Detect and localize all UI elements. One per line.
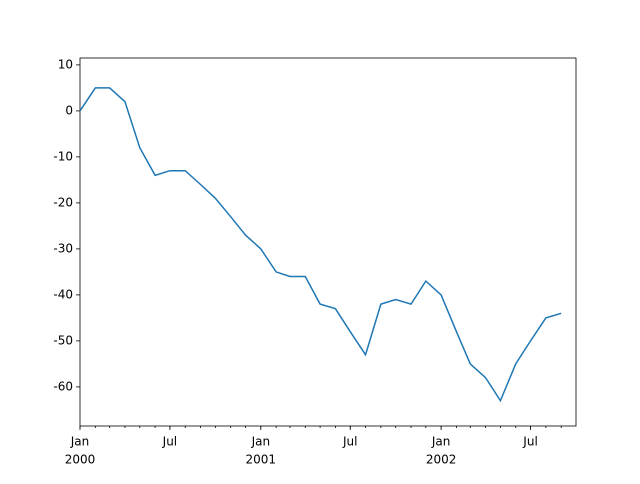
line-series [79, 87, 562, 403]
y-tick-label: -50 [53, 333, 73, 347]
x-tick-year: 2001 [246, 453, 277, 467]
x-tick-label: Jul [522, 435, 537, 449]
y-tick-label: -30 [53, 241, 73, 255]
y-tick-label: -20 [53, 195, 73, 209]
x-tick-label: Jul [162, 435, 177, 449]
y-tick-label: -40 [53, 287, 73, 301]
x-tick-label: Jul [342, 435, 357, 449]
plot-frame [79, 57, 577, 427]
x-tick-year: 2000 [65, 453, 96, 467]
y-tick-label: -10 [53, 149, 73, 163]
x-tick-year: 2002 [426, 453, 457, 467]
y-tick-label: 0 [65, 103, 73, 117]
x-tick-label: Jan [70, 435, 90, 449]
x-tick-label: Jan [431, 435, 451, 449]
x-tick-label: Jan [251, 435, 271, 449]
y-tick-label: 10 [58, 57, 73, 71]
y-tick-label: -60 [53, 379, 73, 393]
